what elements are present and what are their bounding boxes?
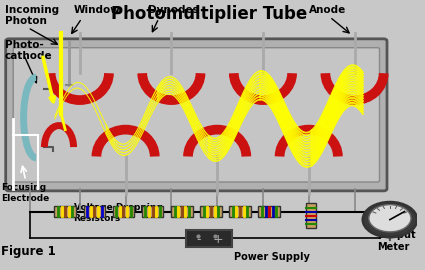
Bar <box>229 207 251 217</box>
Bar <box>84 207 105 217</box>
Text: Window: Window <box>74 5 120 15</box>
FancyBboxPatch shape <box>13 48 380 182</box>
Bar <box>54 207 76 217</box>
Text: Output
Meter: Output Meter <box>377 230 416 252</box>
Bar <box>186 230 232 247</box>
Text: +: + <box>212 233 223 246</box>
Bar <box>171 207 193 217</box>
Text: -: - <box>196 233 201 246</box>
Text: Power Supply: Power Supply <box>234 252 310 262</box>
Bar <box>142 207 164 217</box>
Text: Photomultiplier Tube: Photomultiplier Tube <box>110 5 307 23</box>
Text: Focusing
Electrode: Focusing Electrode <box>1 183 49 203</box>
Text: Incoming
Photon: Incoming Photon <box>5 5 59 26</box>
Text: Figure 1: Figure 1 <box>1 245 55 258</box>
Bar <box>306 204 316 228</box>
Text: Photo-
cathode: Photo- cathode <box>5 40 52 61</box>
FancyBboxPatch shape <box>6 39 387 191</box>
Bar <box>200 207 222 217</box>
Bar <box>258 207 280 217</box>
Text: Voltage Dropping
Resistors: Voltage Dropping Resistors <box>74 204 162 223</box>
Circle shape <box>369 205 411 232</box>
Circle shape <box>363 202 417 237</box>
Bar <box>113 207 134 217</box>
Text: Dynodes: Dynodes <box>148 5 199 15</box>
Text: Anode: Anode <box>309 5 346 15</box>
